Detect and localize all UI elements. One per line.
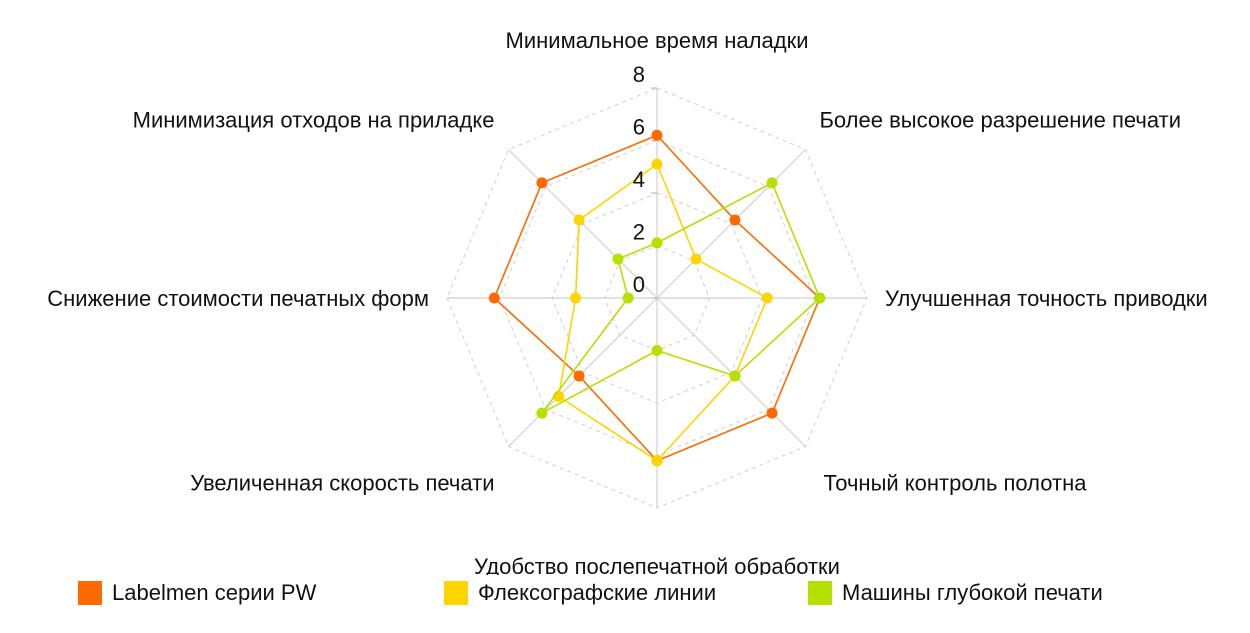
data-point[interactable] (761, 292, 773, 304)
legend-label: Labelmen серии PW (112, 580, 317, 605)
legend-swatch (78, 581, 102, 605)
data-point[interactable] (488, 292, 500, 304)
data-point[interactable] (573, 214, 585, 226)
data-point[interactable] (651, 345, 663, 356)
axis-labels: Минимальное время наладки Более высокое р… (47, 28, 1207, 575)
data-point[interactable] (814, 292, 826, 304)
legend: Labelmen серии PW Флексографские линии М… (0, 580, 1250, 610)
data-point[interactable] (766, 407, 778, 419)
radial-ticks: 0 2 4 6 8 (633, 62, 645, 297)
tick-label: 2 (633, 220, 645, 245)
data-point[interactable] (536, 177, 548, 189)
legend-item-flexo[interactable]: Флексографские линии (444, 580, 716, 606)
data-point[interactable] (536, 407, 548, 419)
data-point[interactable] (729, 214, 741, 226)
legend-item-gravure[interactable]: Машины глубокой печати (808, 580, 1103, 606)
tick-label: 6 (633, 115, 645, 140)
legend-swatch (444, 581, 468, 605)
tick-label: 4 (633, 167, 645, 192)
data-point[interactable] (573, 370, 585, 382)
legend-swatch (808, 581, 832, 605)
data-point[interactable] (570, 292, 582, 304)
tick-label: 0 (633, 272, 645, 297)
radar-chart: 0 2 4 6 8 Минимальное время наладки Более выс… (47, 28, 1207, 575)
data-point[interactable] (651, 129, 663, 141)
data-point[interactable] (651, 237, 663, 249)
axis-label: Минимизация отходов на приладке (133, 108, 495, 133)
legend-label: Машины глубокой печати (842, 580, 1103, 605)
axis-label: Увеличенная скорость печати (190, 470, 494, 495)
radar-grid (446, 87, 868, 509)
data-point[interactable] (612, 253, 624, 265)
radar-series (488, 129, 826, 467)
axis-label: Снижение стоимости печатных форм (47, 286, 429, 311)
tick-label: 8 (633, 62, 645, 87)
legend-item-labelmen[interactable]: Labelmen серии PW (78, 580, 316, 606)
data-point[interactable] (651, 455, 663, 467)
data-point[interactable] (651, 158, 663, 170)
axis-label: Минимальное время наладки (506, 28, 809, 53)
axis-label: Более высокое разрешение печати (819, 108, 1181, 133)
data-point[interactable] (690, 253, 702, 265)
axis-label: Улучшенная точность приводки (885, 286, 1208, 311)
legend-label: Флексографские линии (478, 580, 717, 605)
series-line (557, 162, 769, 462)
data-point[interactable] (729, 370, 741, 382)
data-point[interactable] (622, 292, 634, 304)
axis-label: Удобство послепечатной обработки (474, 554, 840, 575)
axis-label: Точный контроль полотна (823, 470, 1087, 495)
data-point[interactable] (766, 177, 778, 189)
